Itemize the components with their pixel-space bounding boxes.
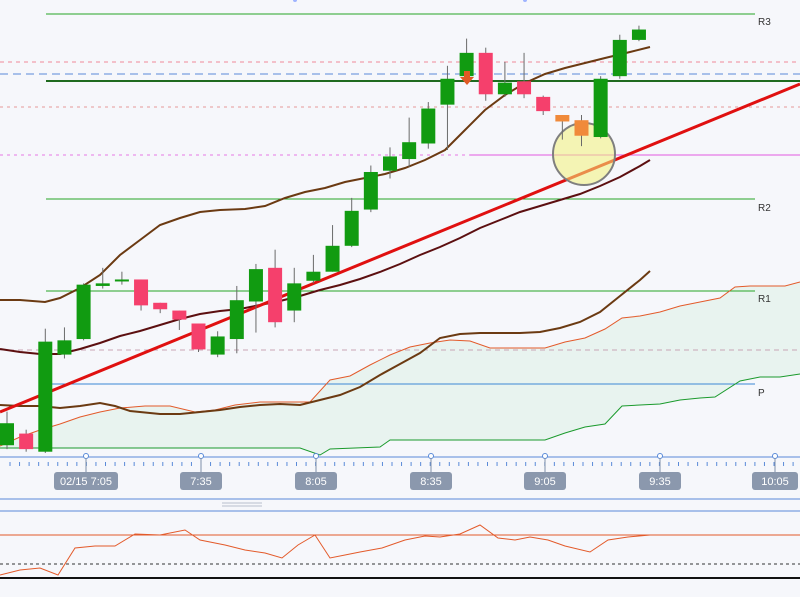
candle-body[interactable] xyxy=(478,52,493,95)
time-label-group-4: 8:35 xyxy=(410,453,452,490)
candle-body[interactable] xyxy=(574,120,589,136)
candle-body[interactable] xyxy=(38,341,53,452)
time-label: 8:35 xyxy=(420,476,441,488)
pivot-level-label: P xyxy=(758,388,765,399)
candle-body[interactable] xyxy=(95,283,110,286)
candle-body[interactable] xyxy=(0,423,14,446)
pane-resize-handle[interactable] xyxy=(222,502,262,507)
top-marker-1 xyxy=(293,0,297,2)
candle-body[interactable] xyxy=(325,245,340,272)
time-label-group-7: 10:05 xyxy=(752,453,798,490)
candle-body[interactable] xyxy=(344,210,359,246)
candle-body[interactable] xyxy=(210,336,225,355)
time-label-group-2: 7:35 xyxy=(180,453,222,490)
time-label-group-3: 8:05 xyxy=(295,453,337,490)
candle-body[interactable] xyxy=(440,78,455,105)
candle-body[interactable] xyxy=(76,284,91,340)
candlestick-series xyxy=(0,25,646,454)
candle-body[interactable] xyxy=(57,340,72,355)
candle-body[interactable] xyxy=(363,171,378,210)
candle-body[interactable] xyxy=(153,302,168,310)
time-label-group-1: 02/15 7:05 xyxy=(54,453,118,490)
candle-body[interactable] xyxy=(497,82,512,95)
candle-body[interactable] xyxy=(306,271,321,281)
candle-body[interactable] xyxy=(536,96,551,112)
candle-body[interactable] xyxy=(268,267,283,323)
time-label: 9:05 xyxy=(534,476,555,488)
candle-body[interactable] xyxy=(134,279,149,306)
time-label-group-5: 9:05 xyxy=(524,453,566,490)
time-label: 8:05 xyxy=(305,476,326,488)
moving-average-middle xyxy=(0,159,651,355)
candle-body[interactable] xyxy=(517,81,532,95)
moving-average-upper xyxy=(0,46,651,304)
r1-level-label: R1 xyxy=(758,294,771,305)
time-label: 10:05 xyxy=(761,476,789,488)
candle-body[interactable] xyxy=(612,39,627,77)
candle-body[interactable] xyxy=(248,269,263,302)
candle-body[interactable] xyxy=(287,283,302,311)
candle-body[interactable] xyxy=(402,142,417,160)
candle-body[interactable] xyxy=(383,156,397,171)
candle-body[interactable] xyxy=(459,52,474,77)
trendline[interactable] xyxy=(0,82,800,414)
candle-body[interactable] xyxy=(172,310,187,320)
sell-arrow-icon xyxy=(460,71,474,85)
candle-body[interactable] xyxy=(191,323,206,350)
candle-body[interactable] xyxy=(229,300,244,340)
candle-body[interactable] xyxy=(555,115,570,122)
indicator-pane xyxy=(0,510,800,597)
indicator-line xyxy=(0,524,651,576)
moving-average-lower xyxy=(0,270,651,415)
r2-level-label: R2 xyxy=(758,203,771,214)
time-label: 9:35 xyxy=(649,476,670,488)
time-label: 02/15 7:05 xyxy=(60,476,112,488)
candle-body[interactable] xyxy=(593,78,608,138)
ichimoku-span-a xyxy=(0,281,800,447)
time-label-group-6: 9:35 xyxy=(639,453,681,490)
candle-body[interactable] xyxy=(19,433,34,450)
top-marker-2 xyxy=(523,0,527,2)
r3-level-label: R3 xyxy=(758,17,771,28)
candle-body[interactable] xyxy=(114,279,129,282)
candle-body[interactable] xyxy=(631,29,646,40)
candle-body[interactable] xyxy=(421,108,436,144)
time-label: 7:35 xyxy=(190,476,211,488)
